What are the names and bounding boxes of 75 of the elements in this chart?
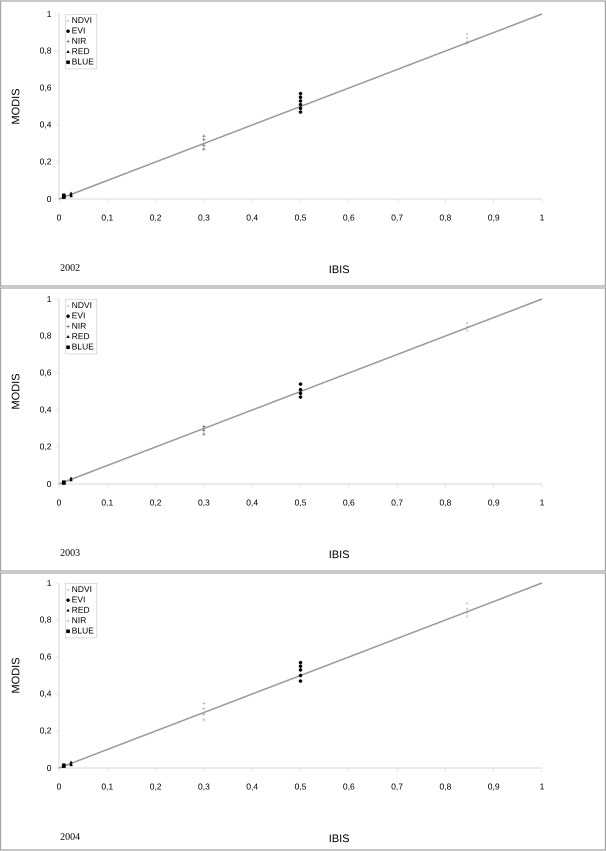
y-tick-label: 0,4	[40, 406, 52, 414]
x-tick-label: 0,4	[246, 784, 258, 791]
x-tick-label: 0,3	[198, 214, 210, 222]
x-tick-label: 0,4	[246, 214, 258, 222]
x-tick-label: 0,5	[294, 500, 306, 507]
legend-label: RED	[72, 333, 90, 340]
x-tick-label: 0	[56, 214, 62, 221]
y-tick-label: 0,6	[40, 654, 52, 661]
x-axis-title: IBIS	[330, 265, 350, 274]
y-tick-label: 1	[47, 11, 52, 17]
legend-label: BLUE	[72, 628, 94, 634]
y-tick-label: 0	[47, 481, 52, 488]
x-tick-label: 0,9	[488, 214, 500, 222]
y-tick-label: 0,4	[40, 690, 52, 698]
x-tick-label: 0,9	[488, 500, 500, 507]
x-tick-label: 0,7	[392, 784, 403, 791]
legend-label: NIR	[72, 617, 86, 624]
legend-label: EVI	[72, 596, 85, 602]
x-tick-label: 0,8	[440, 500, 451, 507]
x-tick-label: 0,3	[198, 500, 210, 507]
legend-label: EVI	[72, 28, 85, 34]
x-tick-label: 0,6	[343, 500, 354, 507]
x-tick-label: 0	[56, 500, 62, 506]
y-axis-title: MODIS	[12, 88, 20, 124]
y-tick-label: 0,4	[40, 122, 52, 129]
x-tick-label: 0,6	[343, 784, 354, 791]
legend-label: RED	[72, 606, 90, 613]
x-tick-label: 0	[56, 784, 62, 790]
y-tick-label: 0,8	[40, 616, 52, 624]
x-tick-label: 0,3	[198, 784, 210, 791]
legend-label: NIR	[72, 38, 86, 44]
text: 2002	[60, 264, 80, 271]
text: 2004	[60, 833, 80, 840]
y-tick-label: 0,8	[40, 48, 52, 55]
x-tick-label: 0,8	[440, 214, 451, 222]
x-tick-label: 1	[540, 214, 544, 220]
legend-label: BLUE	[72, 58, 94, 65]
y-tick-label: 0	[47, 196, 52, 202]
legend-label: NDVI	[72, 586, 92, 592]
y-tick-label: 1	[47, 296, 52, 302]
x-axis-title: IBIS	[330, 834, 350, 842]
x-tick-label: 0,1	[102, 500, 113, 507]
y-axis-title: MODIS	[12, 658, 20, 693]
x-tick-label: 1	[540, 784, 544, 790]
x-tick-label: 0,7	[392, 500, 403, 507]
x-tick-label: 1	[540, 500, 544, 506]
y-axis-title: MODIS	[12, 374, 20, 409]
x-tick-label: 0,2	[150, 784, 162, 791]
x-tick-label: 0,6	[343, 214, 354, 222]
legend-label: NIR	[72, 322, 86, 329]
x-axis-title: IBIS	[330, 550, 350, 558]
y-tick-label: 0	[47, 765, 52, 772]
legend-label: RED	[72, 48, 90, 54]
x-tick-label: 0,7	[392, 214, 403, 222]
y-tick-label: 1	[47, 580, 52, 586]
legend-label: NDVI	[72, 17, 92, 24]
y-tick-label: 0,2	[40, 728, 52, 735]
x-tick-label: 0,2	[150, 500, 162, 507]
y-tick-label: 0,2	[40, 158, 52, 166]
y-tick-label: 0,6	[40, 370, 52, 377]
x-tick-label: 0,1	[102, 214, 113, 222]
x-tick-label: 0,4	[246, 500, 258, 507]
x-tick-label: 0,9	[488, 784, 500, 791]
legend-label: NDVI	[72, 302, 92, 308]
y-tick-label: 0,2	[40, 444, 52, 451]
x-tick-label: 0,5	[294, 784, 306, 791]
y-tick-label: 0,8	[40, 332, 52, 340]
x-tick-label: 0,5	[294, 214, 306, 222]
x-tick-label: 0,2	[150, 214, 162, 222]
y-tick-label: 0,6	[40, 84, 52, 92]
legend-label: BLUE	[72, 344, 94, 350]
text: 2003	[60, 549, 80, 556]
x-tick-label: 0,1	[102, 784, 113, 791]
legend-label: EVI	[72, 312, 85, 318]
x-tick-label: 0,8	[440, 784, 451, 791]
